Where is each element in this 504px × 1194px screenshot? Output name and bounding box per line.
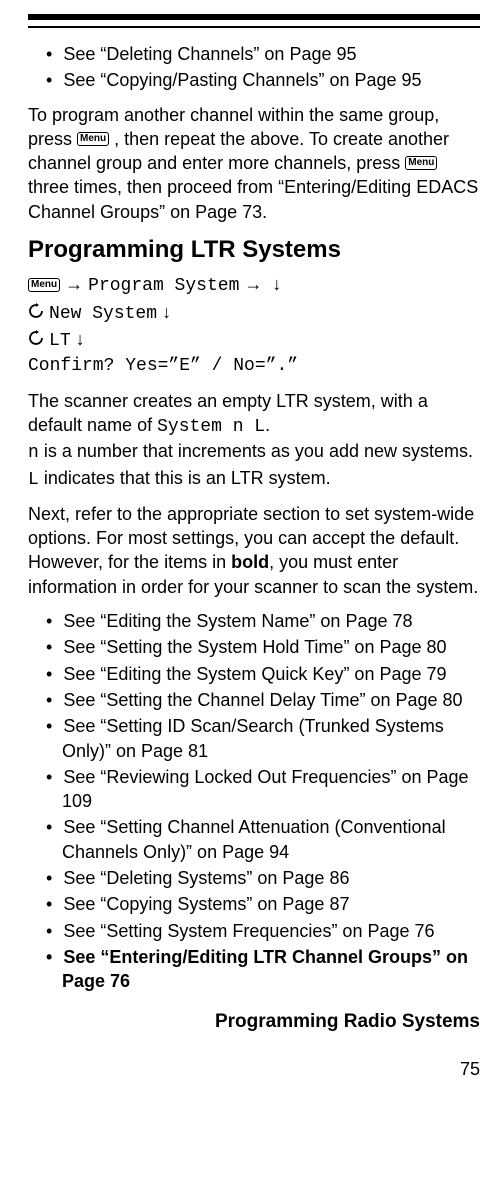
list-item: See “Editing the System Quick Key” on Pa… (46, 662, 480, 686)
section-heading: Programming LTR Systems (28, 234, 480, 266)
list-item: See “Setting Channel Attenuation (Conven… (46, 815, 480, 864)
list-item: See “Setting the System Hold Time” on Pa… (46, 635, 480, 659)
nav-text: New System (49, 304, 157, 324)
cycle-icon (28, 301, 44, 325)
nav-text: LT (49, 331, 71, 351)
right-arrow-icon: → (65, 274, 83, 294)
paragraph-1: To program another channel within the sa… (28, 103, 480, 224)
right-arrow-icon: → (244, 274, 262, 294)
code-text: L (28, 470, 39, 490)
top-rule-thick (28, 14, 480, 20)
paragraph-2: The scanner creates an empty LTR system,… (28, 389, 480, 492)
down-arrow-icon: ↓ (76, 329, 85, 349)
code-text: System n L (157, 417, 265, 437)
nav-line-3: LT ↓ (28, 327, 480, 353)
list-item: See “Setting System Frequencies” on Page… (46, 919, 480, 943)
paragraph-3: Next, refer to the appropriate section t… (28, 502, 480, 599)
text: indicates that this is an LTR system. (39, 468, 331, 488)
list-item: See “Setting ID Scan/Search (Trunked Sys… (46, 714, 480, 763)
page-number: 75 (28, 1057, 480, 1081)
list-item: See “Copying Systems” on Page 87 (46, 892, 480, 916)
text: is a number that increments as you add n… (39, 441, 473, 461)
list-item: See “Deleting Systems” on Page 86 (46, 866, 480, 890)
list-item: See “Copying/Pasting Channels” on Page 9… (46, 68, 480, 92)
footer-section-title: Programming Radio Systems (28, 1009, 480, 1035)
nav-sequence: Menu → Program System → ↓ New System ↓ L… (28, 272, 480, 378)
menu-key-icon: Menu (28, 278, 60, 292)
menu-key-icon: Menu (405, 156, 437, 170)
nav-text: Program System (88, 276, 239, 296)
main-bullet-list: See “Editing the System Name” on Page 78… (28, 609, 480, 993)
list-item: See “Setting the Channel Delay Time” on … (46, 688, 480, 712)
text: three times, then proceed from “Entering… (28, 177, 478, 221)
down-arrow-icon: ↓ (272, 274, 281, 294)
list-item: See “Deleting Channels” on Page 95 (46, 42, 480, 66)
nav-line-1: Menu → Program System → ↓ (28, 272, 480, 298)
list-item: See “Editing the System Name” on Page 78 (46, 609, 480, 633)
text: . (265, 415, 270, 435)
nav-line-4: Confirm? Yes=”E” / No=”.” (28, 354, 480, 378)
menu-key-icon: Menu (77, 132, 109, 146)
list-item-bold: See “Entering/Editing LTR Channel Groups… (46, 945, 480, 994)
top-rule-thin (28, 26, 480, 28)
top-bullet-list: See “Deleting Channels” on Page 95 See “… (28, 42, 480, 93)
cycle-icon (28, 328, 44, 352)
nav-line-2: New System ↓ (28, 300, 480, 326)
code-text: n (28, 443, 39, 463)
list-item: See “Reviewing Locked Out Frequencies” o… (46, 765, 480, 814)
bold-text: bold (231, 552, 269, 572)
down-arrow-icon: ↓ (162, 302, 171, 322)
